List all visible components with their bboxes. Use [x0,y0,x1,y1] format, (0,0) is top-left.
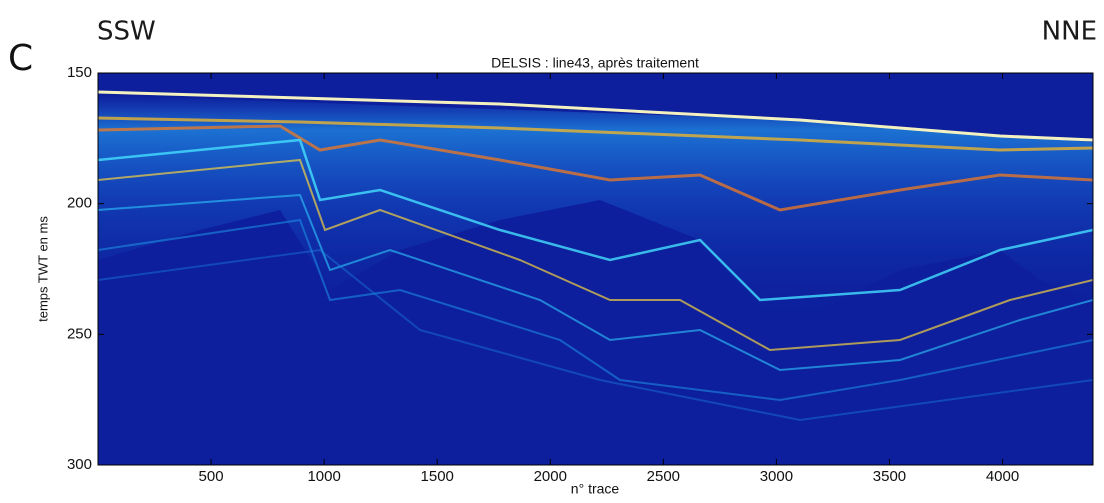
y-axis-label: temps TWT en ms [35,216,50,322]
x-tick-label: 3500 [873,468,906,485]
x-tick-label: 4000 [986,468,1019,485]
x-tick-label: 3000 [760,468,793,485]
y-tick-label: 250 [67,325,92,342]
y-tick-label: 150 [67,64,92,81]
y-tick-label: 200 [67,195,92,212]
x-tick-label: 1500 [421,468,454,485]
x-tick-label: 500 [199,468,224,485]
x-tick-label: 1000 [307,468,340,485]
panel-label: C [8,38,33,79]
x-axis-label: n° trace [571,481,620,497]
plot-frame [97,72,1094,466]
x-tick-label: 2000 [534,468,567,485]
right-label: NNE [1042,17,1097,47]
seismic-texture [98,90,1093,422]
x-tick-label: 2500 [647,468,680,485]
left-label: SSW [97,17,156,47]
chart-title: DELSIS : line43, après traitement [491,55,699,71]
y-tick-label: 300 [67,456,92,473]
